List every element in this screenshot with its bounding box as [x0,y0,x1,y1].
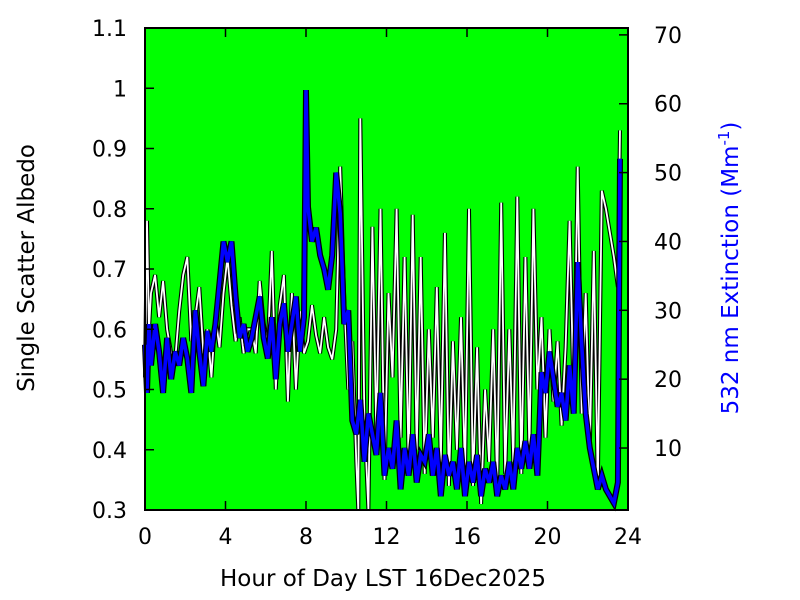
x-tick-label: 0 [138,525,152,550]
y-tick-label: 0.9 [92,138,127,163]
y-tick-label: 1 [113,77,127,102]
y2-tick-label: 30 [654,299,682,324]
y2-tick-label: 70 [654,24,682,49]
y-tick-label: 1.1 [92,17,127,42]
y2-title-close: ) [718,122,744,131]
y-tick-label: 0.6 [92,318,127,343]
y2-title-sup: -1 [715,131,733,146]
y-tick-label: 0.4 [92,439,127,464]
x-tick-label: 4 [219,525,233,550]
y-tick-label: 0.3 [92,499,127,524]
y-tick-label: 0.8 [92,198,127,223]
y2-tick-label: 60 [654,93,682,118]
x-tick-label: 20 [534,525,562,550]
y-tick-label: 0.7 [92,258,127,283]
y2-tick-label: 10 [654,437,682,462]
y-axis-title-right: 532 nm Extinction (Mm-1) [715,122,744,415]
x-tick-label: 24 [614,525,642,550]
y2-title-main: 532 nm Extinction (Mm [718,146,744,415]
y-tick-label: 0.5 [92,379,127,404]
y2-tick-label: 50 [654,162,682,187]
x-axis-title: Hour of Day LST 16Dec2025 [220,566,546,592]
series-albedo-line [144,118,621,511]
x-tick-label: 12 [373,525,401,550]
x-tick-label: 16 [453,525,481,550]
series-extinction-line [143,89,622,509]
y-axis-title-left: Single Scatter Albedo [14,144,40,392]
y2-tick-label: 20 [654,368,682,393]
x-tick-label: 8 [299,525,313,550]
y2-tick-label: 40 [654,230,682,255]
